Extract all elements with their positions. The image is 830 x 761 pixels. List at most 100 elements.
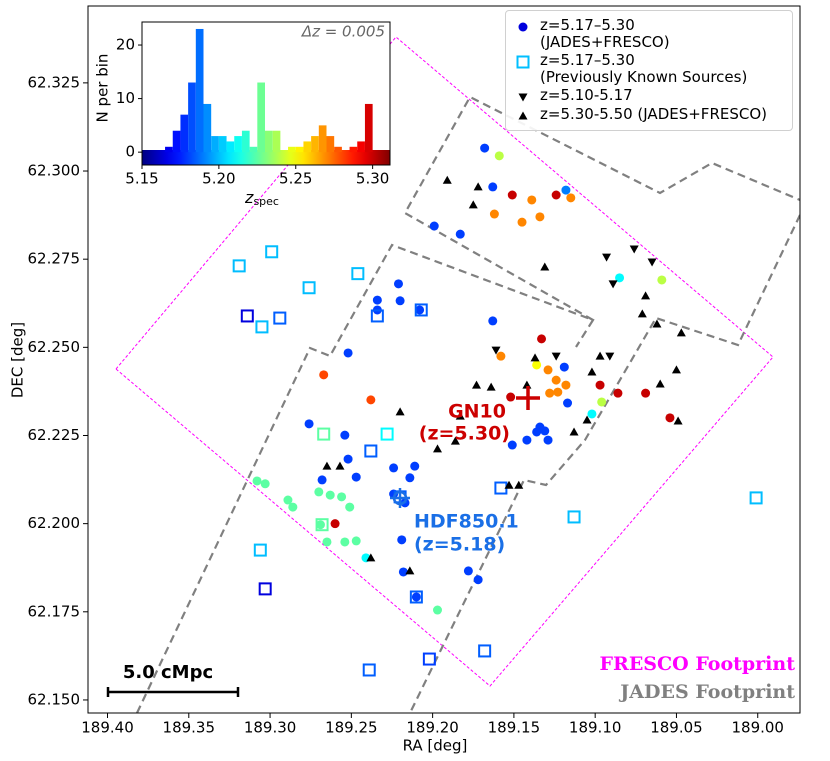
- point: [535, 212, 545, 222]
- y-tick-label: 62.275: [28, 250, 81, 268]
- point: [315, 520, 325, 530]
- point: [253, 543, 267, 557]
- histogram-bar: [288, 146, 296, 153]
- point: [397, 535, 407, 545]
- point: [551, 352, 561, 361]
- point: [304, 419, 314, 429]
- point: [422, 652, 436, 666]
- point: [335, 461, 345, 470]
- point: [450, 436, 460, 445]
- fresco-footprint: [115, 36, 774, 687]
- histogram-bar: [311, 136, 319, 153]
- point: [351, 536, 361, 546]
- point: [463, 566, 473, 576]
- point: [494, 481, 508, 495]
- legend-marker: [518, 111, 528, 120]
- point: [398, 567, 408, 577]
- point: [655, 379, 665, 388]
- annotation: FRESCO Footprint: [600, 653, 796, 675]
- point: [608, 280, 618, 289]
- point: [410, 461, 420, 471]
- point: [561, 380, 571, 390]
- point: [532, 427, 542, 437]
- histogram-bar: [272, 130, 281, 153]
- histogram-bar: [165, 146, 173, 153]
- y-tick-label: 62.150: [28, 690, 81, 708]
- histogram-bar: [357, 141, 365, 153]
- point: [415, 305, 425, 315]
- point: [665, 413, 675, 423]
- point: [641, 291, 651, 300]
- jades-outline: [409, 214, 800, 713]
- point: [545, 388, 555, 398]
- histogram-bar: [180, 114, 189, 153]
- x-tick-label: 189.25: [325, 719, 378, 737]
- point: [337, 492, 347, 502]
- point: [582, 415, 592, 424]
- point: [641, 388, 651, 398]
- point: [518, 111, 528, 120]
- point: [345, 502, 355, 512]
- inset-marks: [165, 28, 373, 153]
- point: [317, 427, 331, 441]
- point: [527, 195, 537, 205]
- point: [322, 537, 332, 547]
- point: [587, 367, 597, 376]
- inset-y-tick-label: 10: [116, 89, 135, 107]
- point: [395, 407, 405, 416]
- point: [340, 537, 350, 547]
- histogram-bar: [257, 82, 266, 153]
- legend-label: z=5.30-5.50 (JADES+FRESCO): [540, 105, 767, 123]
- point: [652, 319, 662, 328]
- point: [343, 454, 353, 464]
- annotation: (z=5.18): [414, 534, 505, 556]
- point: [506, 392, 516, 402]
- histogram-bar: [295, 146, 304, 153]
- inset-x-tick-label: 5.30: [356, 170, 389, 188]
- annotation: GN10: [448, 401, 506, 423]
- point: [566, 193, 576, 203]
- point: [265, 245, 279, 259]
- point: [315, 518, 329, 532]
- point: [530, 353, 540, 362]
- point: [553, 387, 563, 397]
- point: [613, 388, 623, 398]
- point: [255, 320, 269, 334]
- marks: [232, 143, 763, 677]
- colorbar: [142, 150, 390, 165]
- point: [364, 444, 378, 458]
- inset-y-label: N per bin: [94, 54, 112, 123]
- legend-entry: z=5.30-5.50 (JADES+FRESCO): [512, 106, 792, 124]
- point: [602, 253, 612, 262]
- x-tick-label: 189.20: [406, 719, 459, 737]
- point: [478, 644, 492, 658]
- histogram-bar: [211, 136, 219, 153]
- point: [551, 375, 561, 385]
- point: [432, 605, 442, 615]
- gn10-marker: [516, 386, 540, 410]
- point: [351, 267, 365, 281]
- point: [343, 348, 353, 358]
- point: [389, 463, 399, 473]
- point: [559, 362, 569, 372]
- point: [432, 444, 442, 453]
- x-tick-label: 189.40: [81, 719, 134, 737]
- legend-marker: [518, 93, 528, 102]
- point: [507, 440, 517, 450]
- legend-entry: z=5.17–5.30 (Previously Known Sources): [512, 52, 792, 86]
- point: [486, 382, 496, 391]
- point: [372, 295, 382, 305]
- point: [676, 328, 686, 337]
- point: [647, 258, 657, 267]
- legend-label: z=5.10-5.17: [540, 86, 633, 104]
- point: [597, 397, 607, 407]
- point: [749, 491, 763, 505]
- point: [411, 592, 421, 602]
- point: [322, 461, 332, 470]
- inset-x-label-main: z: [244, 188, 254, 207]
- point: [366, 553, 376, 562]
- histogram-bar: [203, 103, 212, 153]
- legend-entry: z=5.17–5.30 (JADES+FRESCO): [512, 17, 792, 51]
- point: [330, 519, 340, 529]
